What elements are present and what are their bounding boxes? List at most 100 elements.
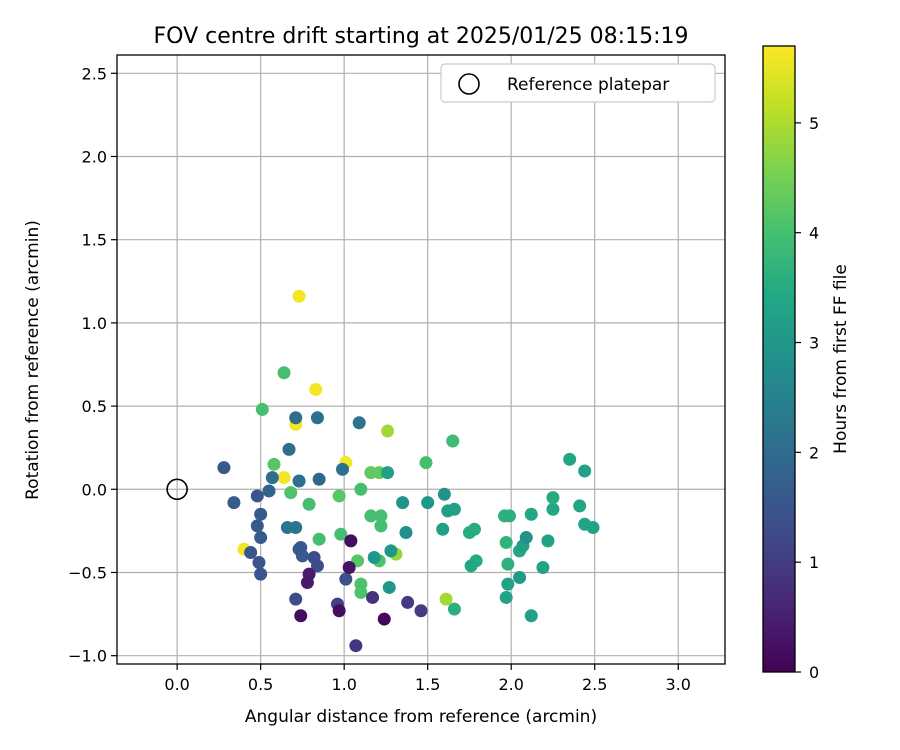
data-point: [437, 487, 451, 501]
data-point: [366, 590, 380, 604]
colorbar-gradient: [762, 45, 796, 673]
data-point: [381, 424, 395, 438]
data-point: [414, 604, 428, 618]
data-point: [277, 366, 291, 380]
data-point: [399, 526, 413, 540]
data-point: [382, 580, 396, 594]
y-tick-label: 0.5: [82, 397, 107, 416]
data-point: [342, 560, 356, 574]
x-tick-label: 3.0: [666, 675, 691, 694]
data-point: [354, 585, 368, 599]
data-point: [284, 486, 298, 500]
data-point: [292, 289, 306, 303]
data-point: [524, 507, 538, 521]
data-point: [436, 522, 450, 536]
data-point: [267, 457, 281, 471]
colorbar-tick-label: 4: [809, 224, 819, 243]
data-point: [244, 546, 258, 560]
data-point: [384, 544, 398, 558]
data-point: [255, 402, 269, 416]
data-point: [546, 502, 560, 516]
data-point: [312, 472, 326, 486]
colorbar-tick-label: 1: [809, 553, 819, 572]
data-point: [262, 484, 276, 498]
data-point: [563, 452, 577, 466]
data-point: [519, 531, 533, 545]
data-point: [586, 521, 600, 535]
colorbar-tick-label: 2: [809, 443, 819, 462]
x-tick-label: 2.0: [498, 675, 523, 694]
data-point: [501, 557, 515, 571]
x-tick-label: 2.5: [582, 675, 607, 694]
data-point: [503, 509, 517, 523]
plot-frame: [116, 54, 726, 665]
data-point: [332, 604, 346, 618]
data-point: [354, 482, 368, 496]
chart-title: FOV centre drift starting at 2025/01/25 …: [154, 24, 689, 49]
y-tick-label: −0.5: [68, 563, 107, 582]
data-point: [250, 489, 264, 503]
data-point: [447, 502, 461, 516]
data-point: [419, 456, 433, 470]
colorbar-tick-label: 3: [809, 334, 819, 353]
data-point: [300, 575, 314, 589]
data-point: [447, 602, 461, 616]
data-point: [312, 532, 326, 546]
data-point: [294, 609, 308, 623]
data-point: [578, 464, 592, 478]
legend: Reference platepar: [440, 63, 716, 103]
data-point: [339, 572, 353, 586]
data-point: [334, 527, 348, 541]
grid-lines: [117, 55, 725, 664]
data-point: [421, 496, 435, 510]
data-point: [349, 639, 363, 653]
colorbar-tick-label: 0: [809, 663, 819, 682]
data-point: [254, 507, 268, 521]
legend-box: [440, 63, 716, 103]
data-point: [254, 531, 268, 545]
data-point: [374, 509, 388, 523]
data-point: [541, 534, 555, 548]
data-point: [364, 509, 378, 523]
data-point: [292, 474, 306, 488]
data-point: [289, 411, 303, 425]
data-point: [302, 497, 316, 511]
data-point: [524, 609, 538, 623]
data-point: [289, 592, 303, 606]
data-point: [499, 536, 513, 550]
y-tick-label: 1.5: [82, 231, 107, 250]
x-tick-label: 0.0: [164, 675, 189, 694]
colorbar: 0 1 2 3 4 5 Hours from first FF file: [762, 45, 851, 682]
data-point: [227, 496, 241, 510]
data-point: [546, 491, 560, 505]
data-point: [250, 519, 264, 533]
data-point: [265, 471, 279, 485]
data-point: [282, 442, 296, 456]
data-point: [374, 519, 388, 533]
data-point: [396, 496, 410, 510]
reference-platepar-marker: [166, 478, 188, 501]
data-point: [310, 559, 324, 573]
colorbar-label: Hours from first FF file: [831, 264, 851, 454]
y-axis-ticks: −1.0 −0.5 0.0 0.5 1.0 1.5 2.0 2.5: [68, 64, 117, 666]
data-point: [446, 434, 460, 448]
data-point: [310, 411, 324, 425]
data-point: [295, 549, 309, 563]
data-point: [573, 499, 587, 513]
y-tick-label: 2.5: [82, 64, 107, 83]
data-point: [401, 595, 415, 609]
y-tick-label: 1.0: [82, 314, 107, 333]
data-point: [377, 612, 391, 626]
data-point: [499, 590, 513, 604]
data-point: [277, 471, 291, 485]
data-point: [289, 521, 303, 535]
data-point: [536, 560, 550, 574]
x-tick-label: 0.5: [248, 675, 273, 694]
data-point: [464, 559, 478, 573]
colorbar-tick-label: 5: [809, 114, 819, 133]
data-points: [217, 289, 600, 653]
colorbar-ticks: 0 1 2 3 4 5: [795, 114, 819, 682]
y-tick-label: 0.0: [82, 480, 107, 499]
data-point: [252, 556, 266, 569]
